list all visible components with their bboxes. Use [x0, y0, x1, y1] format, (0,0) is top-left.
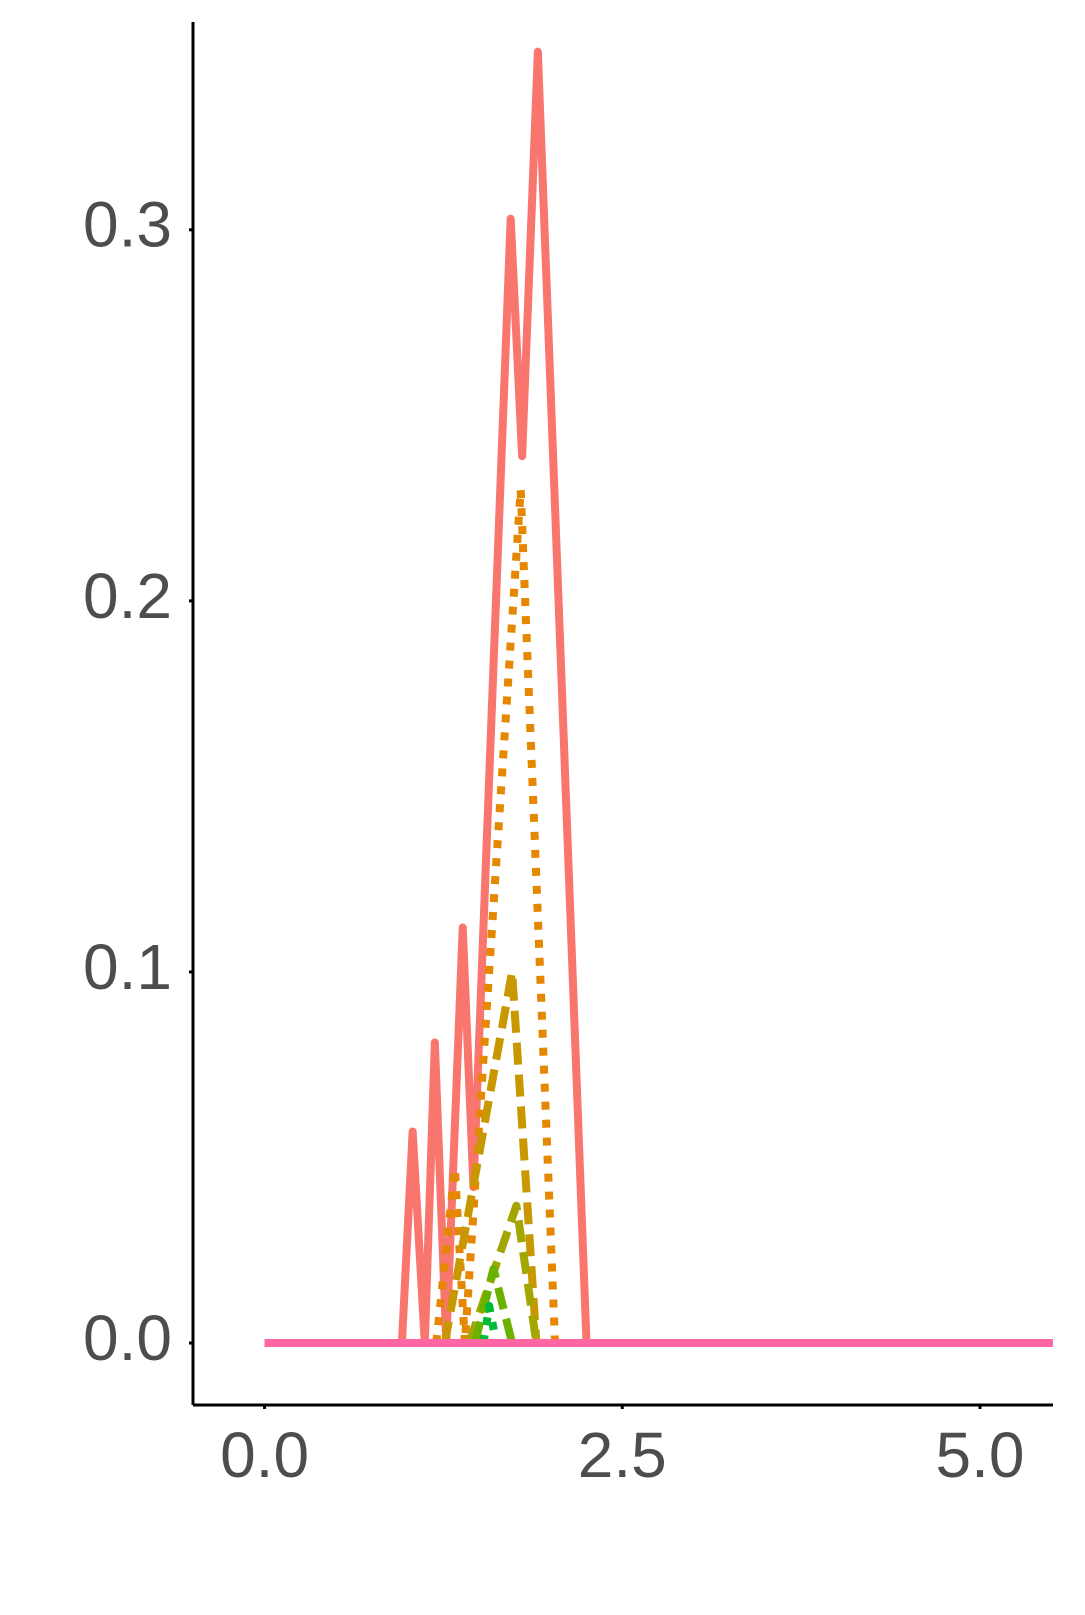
series-line	[264, 47, 591, 1348]
x-tick-label: 0.0	[220, 1419, 309, 1491]
y-tick-label: 0.2	[83, 560, 172, 632]
series-line	[471, 1264, 516, 1345]
series-line	[479, 1301, 501, 1344]
y-tick-label: 0.3	[83, 189, 172, 261]
x-tick-label: 5.0	[936, 1419, 1025, 1491]
x-tick-label: 2.5	[578, 1419, 667, 1491]
y-tick-label: 0.0	[83, 1302, 172, 1374]
series-line	[440, 967, 541, 1344]
y-tick-label: 0.1	[83, 931, 172, 1003]
